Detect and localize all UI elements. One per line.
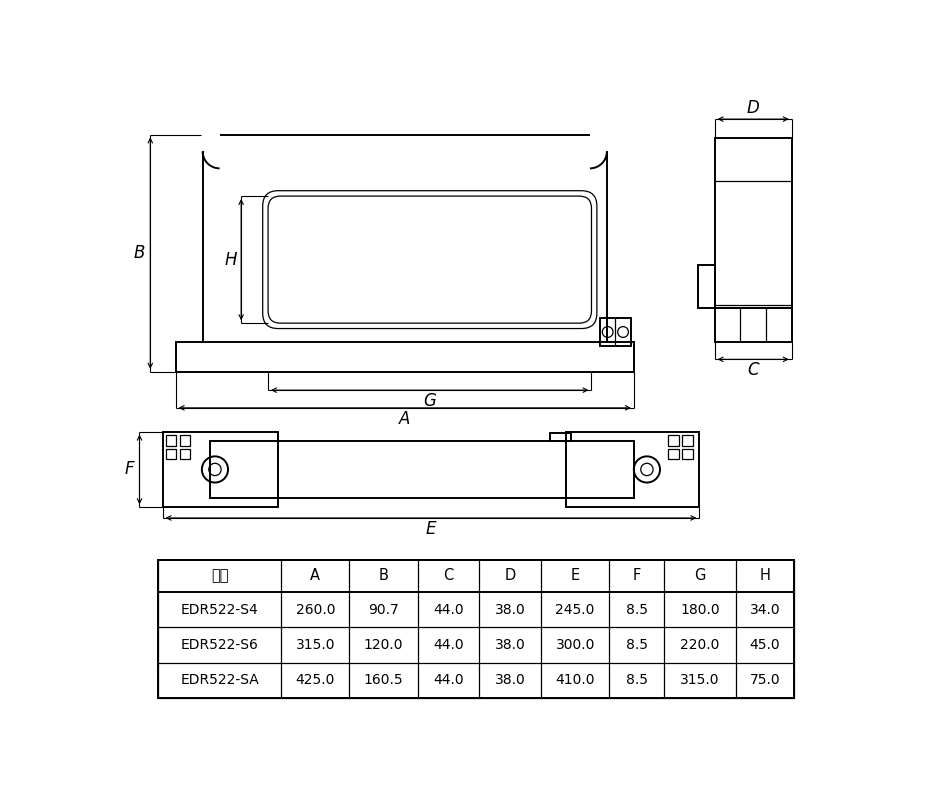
Bar — [179, 449, 191, 459]
Bar — [549, 434, 572, 441]
Text: EDR522-SA: EDR522-SA — [180, 674, 259, 687]
Text: 90.7: 90.7 — [368, 602, 399, 617]
Text: 38.0: 38.0 — [495, 674, 525, 687]
Text: 160.5: 160.5 — [364, 674, 403, 687]
Text: 315.0: 315.0 — [295, 638, 335, 652]
Text: 75.0: 75.0 — [749, 674, 781, 687]
Text: C: C — [747, 361, 759, 379]
Text: 8.5: 8.5 — [625, 674, 648, 687]
Text: 型号: 型号 — [211, 568, 228, 583]
Text: 220.0: 220.0 — [680, 638, 720, 652]
Bar — [166, 435, 177, 446]
Text: 44.0: 44.0 — [433, 602, 464, 617]
Text: 180.0: 180.0 — [680, 602, 720, 617]
Text: D: D — [504, 568, 516, 583]
Text: 300.0: 300.0 — [556, 638, 595, 652]
Text: 425.0: 425.0 — [296, 674, 335, 687]
Text: 45.0: 45.0 — [749, 638, 781, 652]
Bar — [600, 318, 631, 346]
Text: H: H — [759, 568, 771, 583]
Bar — [163, 432, 278, 507]
Text: C: C — [443, 568, 454, 583]
Text: G: G — [424, 392, 437, 410]
Text: B: B — [134, 244, 145, 262]
Bar — [697, 266, 715, 308]
Bar — [683, 449, 693, 459]
Text: F: F — [633, 568, 641, 583]
Text: EDR522-S6: EDR522-S6 — [180, 638, 258, 652]
Bar — [179, 435, 191, 446]
Text: 44.0: 44.0 — [433, 674, 464, 687]
Text: A: A — [399, 410, 411, 428]
Text: 34.0: 34.0 — [749, 602, 781, 617]
Text: EDR522-S4: EDR522-S4 — [180, 602, 258, 617]
Bar — [566, 432, 699, 507]
Text: E: E — [426, 520, 437, 538]
Text: D: D — [746, 99, 759, 118]
Text: 245.0: 245.0 — [556, 602, 595, 617]
Text: 8.5: 8.5 — [625, 638, 648, 652]
Text: 315.0: 315.0 — [680, 674, 720, 687]
Text: 8.5: 8.5 — [625, 602, 648, 617]
Text: B: B — [378, 568, 388, 583]
Bar — [166, 449, 177, 459]
Bar — [210, 441, 634, 498]
Text: 38.0: 38.0 — [495, 638, 525, 652]
Text: A: A — [310, 568, 320, 583]
Text: 410.0: 410.0 — [555, 674, 595, 687]
Bar — [669, 449, 679, 459]
Bar — [176, 342, 634, 372]
Text: H: H — [225, 250, 238, 269]
Text: 44.0: 44.0 — [433, 638, 464, 652]
Bar — [669, 435, 679, 446]
Bar — [683, 435, 693, 446]
Text: G: G — [695, 568, 706, 583]
Text: 120.0: 120.0 — [364, 638, 403, 652]
Text: 38.0: 38.0 — [495, 602, 525, 617]
Bar — [158, 559, 794, 698]
Text: E: E — [571, 568, 580, 583]
Text: 260.0: 260.0 — [295, 602, 335, 617]
Bar — [715, 138, 792, 308]
Bar — [715, 308, 792, 342]
Text: F: F — [125, 461, 134, 478]
